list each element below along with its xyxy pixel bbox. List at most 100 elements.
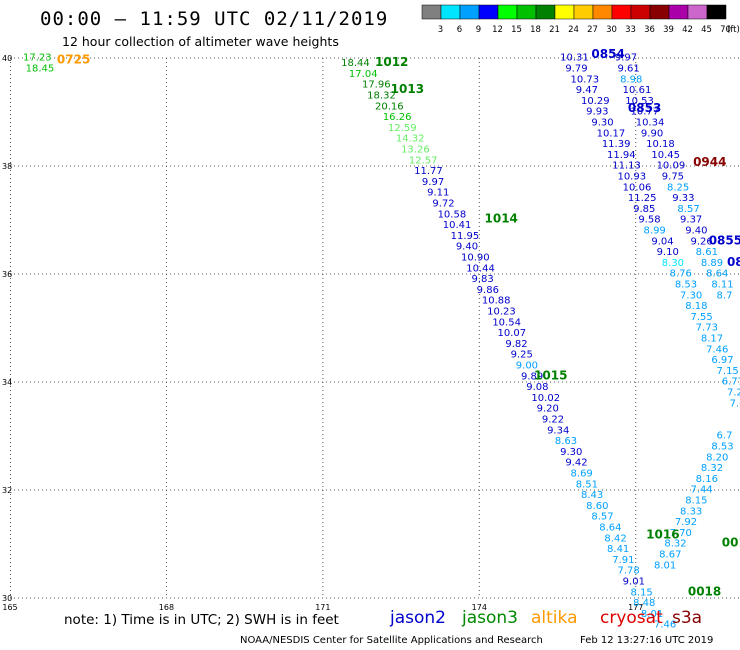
- legend-tick-label: 3: [438, 25, 443, 35]
- wave-height-point: 8.57: [677, 204, 699, 215]
- pass-time-label: 0853: [628, 101, 661, 115]
- legend-swatch: [440, 4, 461, 20]
- wave-height-point: 9.79: [565, 64, 587, 75]
- wave-height-point: 10.73: [571, 74, 600, 85]
- wave-height-point: 10.07: [498, 328, 527, 339]
- pass-time-label: 0019: [722, 536, 740, 550]
- legend-swatch: [497, 4, 518, 20]
- wave-height-point: 9.97: [615, 53, 637, 64]
- wave-height-point: 8.43: [581, 490, 603, 501]
- wave-height-point: 9.83: [471, 274, 493, 285]
- y-tick-label: 34: [2, 378, 12, 387]
- wave-height-point: 9.20: [537, 404, 559, 415]
- footer-timestamp: Feb 12 13:27:16 UTC 2019: [580, 635, 714, 646]
- wave-height-point: 9.61: [617, 64, 639, 75]
- wave-height-point: 10.34: [636, 118, 665, 129]
- legend-tick-label: 33: [625, 25, 636, 35]
- wave-height-point: 9.40: [456, 242, 478, 253]
- wave-height-point: 6.77: [722, 377, 740, 388]
- legend-tick-label: 15: [511, 25, 522, 35]
- wave-height-point: 8.20: [706, 452, 728, 463]
- wave-height-point: 8.01: [641, 609, 663, 620]
- legend-unit-label: (ft): [727, 25, 740, 35]
- pass-time-label: 0855: [709, 233, 740, 247]
- legend-swatch: [630, 4, 651, 20]
- wave-height-point: 8.33: [680, 506, 702, 517]
- wave-height-point: 18.44: [341, 58, 370, 69]
- wave-height-point: 14.32: [396, 134, 425, 145]
- wave-height-point: 11.95: [451, 231, 480, 242]
- page-title: 00:00 – 11:59 UTC 02/11/2019: [40, 8, 389, 30]
- y-tick-label: 32: [2, 486, 12, 495]
- wave-height-point: 9.08: [526, 382, 548, 393]
- wave-height-point: 12.59: [388, 123, 417, 134]
- wave-height-point: 20.16: [375, 101, 404, 112]
- legend-swatch: [554, 4, 575, 20]
- wave-height-point: 10.45: [651, 150, 680, 161]
- wave-height-point: 9.01: [623, 577, 645, 588]
- wave-height-point: 8.61: [696, 247, 718, 258]
- wave-height-point: 8.48: [633, 598, 655, 609]
- legend-tick-label: 12: [492, 25, 503, 35]
- satellite-label-jason3: jason3: [462, 608, 518, 628]
- wave-height-point: 8.67: [659, 550, 681, 561]
- footer-note: note: 1) Time is in UTC; 2) SWH is in fe…: [64, 612, 339, 628]
- wave-height-point: 10.41: [443, 220, 472, 231]
- legend-swatch: [592, 4, 613, 20]
- wave-height-point: 10.02: [531, 393, 560, 404]
- legend-swatch: [706, 4, 727, 20]
- legend-swatch: [668, 4, 689, 20]
- wave-height-point: 11.77: [414, 166, 443, 177]
- wave-height-point: 9.00: [516, 361, 538, 372]
- wave-height-point: 10.06: [623, 182, 652, 193]
- pass-time-label: 1014: [485, 212, 518, 226]
- wave-height-point: 8.63: [555, 436, 577, 447]
- wave-height-point: 8.01: [654, 560, 676, 571]
- wave-height-point: 8.25: [667, 182, 689, 193]
- wave-height-point: 10.17: [597, 128, 626, 139]
- wave-height-point: 8.42: [604, 533, 626, 544]
- wave-height-point: 10.18: [646, 139, 675, 150]
- wave-height-point: 7.6: [730, 398, 740, 409]
- x-tick-labels: 165 168 171 174 177: [2, 603, 643, 612]
- wave-height-point: 10.54: [492, 317, 521, 328]
- wave-height-point: 9.93: [586, 107, 608, 118]
- wave-height-point: 9.89: [521, 371, 543, 382]
- legend-swatch: [649, 4, 670, 20]
- legend-tick-label: 21: [549, 25, 560, 35]
- x-tick-label: 168: [159, 603, 174, 612]
- legend-tick-label: 45: [701, 25, 712, 35]
- pass-time-labels: 0725 1012 1013 1014 1015 1016 0018 0019 0854 0853…: [57, 47, 740, 598]
- wave-height-point: 9.85: [633, 204, 655, 215]
- wave-height-point: 9.30: [591, 118, 613, 129]
- pass-time-label: 1016: [646, 528, 679, 542]
- pass-time-label: 0854: [591, 47, 624, 61]
- wave-height-point: 8.64: [706, 269, 728, 280]
- wave-height-point: 17.04: [349, 69, 378, 80]
- wave-height-point: 8.32: [701, 463, 723, 474]
- wave-height-point: 10.61: [623, 85, 652, 96]
- wave-height-point: 9.90: [641, 128, 663, 139]
- x-tick-label: 174: [472, 603, 487, 612]
- wave-height-point: 11.94: [607, 150, 636, 161]
- satellite-label-altika: altika: [531, 608, 578, 628]
- wave-height-point: 10.09: [657, 161, 686, 172]
- wave-height-point: 11.25: [628, 193, 657, 204]
- wave-height-point: 8.57: [591, 512, 613, 523]
- wave-height-point: 10.90: [461, 253, 490, 264]
- wave-height-point: 9.47: [576, 85, 598, 96]
- wave-height-point: 9.86: [477, 285, 499, 296]
- wave-height-point: 8.15: [631, 587, 653, 598]
- wave-height-point: 9.30: [560, 447, 582, 458]
- wave-height-point: 11.13: [612, 161, 641, 172]
- legend-swatch: [516, 4, 537, 20]
- wave-height-point: 13.26: [401, 145, 430, 156]
- wave-height-point: 10.23: [487, 307, 516, 318]
- wave-height-point: 18.45: [26, 64, 55, 75]
- wave-height-point: 9.97: [422, 177, 444, 188]
- wave-height-point: 10.88: [482, 296, 511, 307]
- wave-height-point: 11.39: [602, 139, 631, 150]
- legend-swatch: [421, 4, 442, 20]
- y-tick-labels: 30 32 34 36 38 40: [2, 54, 12, 603]
